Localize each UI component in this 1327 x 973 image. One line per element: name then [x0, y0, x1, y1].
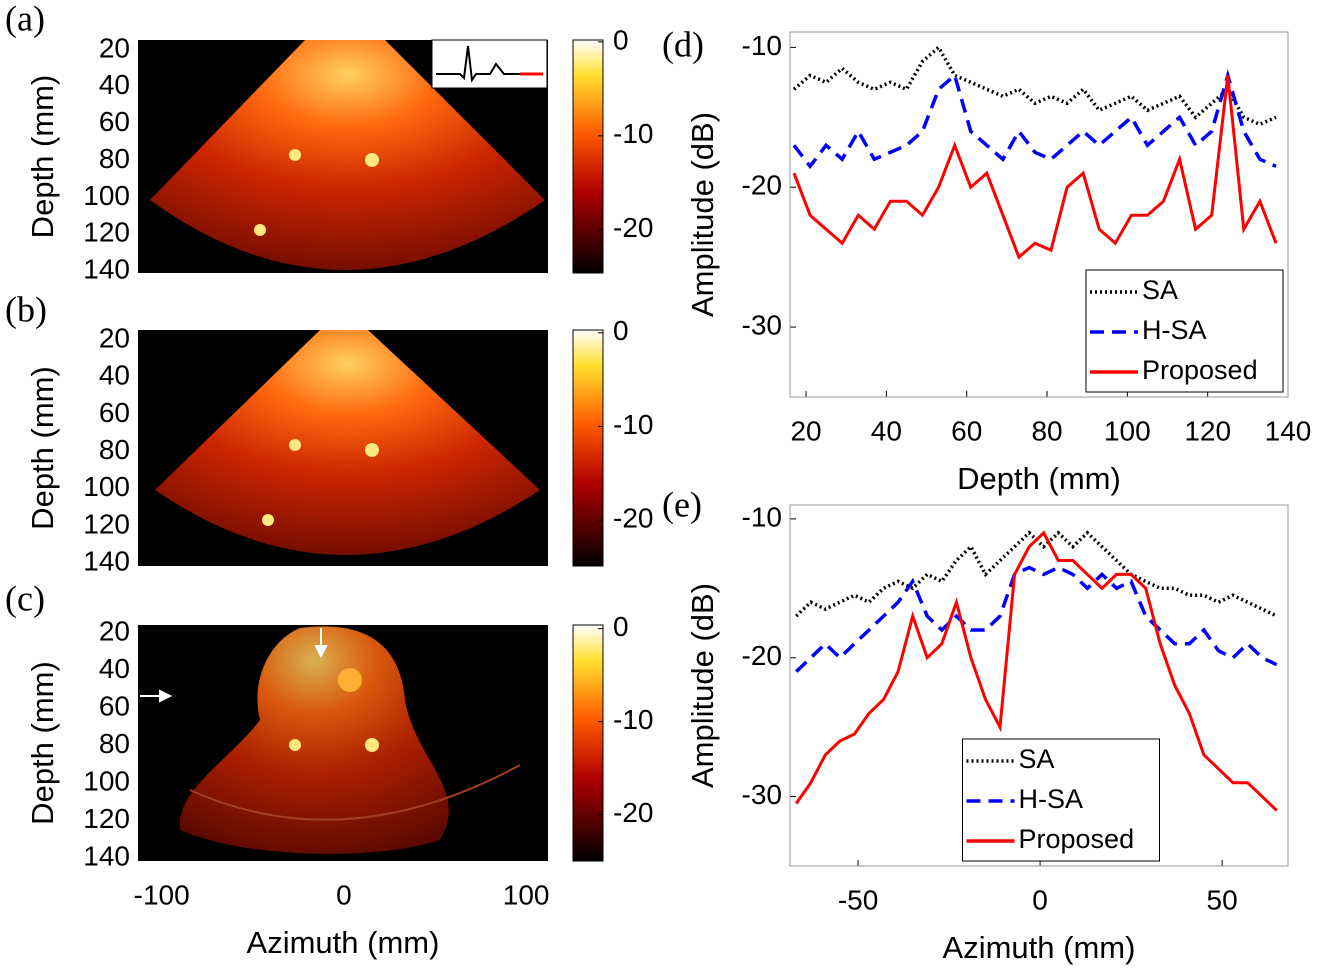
arrows	[140, 628, 328, 703]
colorbar	[572, 329, 604, 567]
y-tick-label: 60	[99, 690, 130, 721]
y-tick-label: 80	[99, 728, 130, 759]
y-tick-label: 100	[83, 471, 130, 502]
y-tick-label: 60	[99, 397, 130, 428]
y-tick-label: 40	[99, 360, 130, 391]
x-tick-label: -50	[838, 884, 878, 915]
y-tick-label: -20	[742, 170, 782, 201]
colorbar	[572, 624, 604, 862]
colorbar-tick-label: -20	[613, 212, 653, 243]
legend-label: Proposed	[1142, 355, 1258, 385]
colorbar-tick-label: 0	[613, 315, 629, 346]
line-series	[794, 530, 1278, 618]
y-axis-label: Depth (mm)	[25, 366, 60, 530]
panel-label: (a)	[5, 0, 45, 38]
y-tick-label: 20	[99, 615, 130, 646]
x-axis-label: Depth (mm)	[957, 461, 1121, 496]
line-series	[792, 69, 1277, 170]
y-tick-label: 140	[83, 840, 130, 871]
legend-label: SA	[1019, 744, 1055, 774]
line-series	[792, 75, 1278, 260]
panel-label: (e)	[662, 484, 702, 524]
y-tick-label: -10	[742, 501, 782, 532]
plot-frame	[789, 504, 1289, 867]
y-tick-label: 40	[99, 69, 130, 100]
y-tick-label: 100	[83, 180, 130, 211]
sector	[150, 40, 545, 270]
legend-label: H-SA	[1019, 784, 1084, 814]
x-tick-label: 0	[1032, 884, 1048, 915]
arc	[189, 764, 521, 821]
y-tick-label: 60	[99, 106, 130, 137]
y-axis-label: Amplitude (dB)	[685, 583, 720, 788]
y-tick-label: 120	[83, 803, 130, 834]
x-tick-label: 60	[951, 415, 982, 446]
y-tick-label: -20	[742, 640, 782, 671]
colorbar-tick-label: -10	[613, 409, 653, 440]
colorbar-tick-label: 0	[613, 611, 629, 642]
y-tick-label: 80	[99, 143, 130, 174]
line-series	[792, 44, 1277, 127]
x-axis-label: Azimuth (mm)	[943, 930, 1136, 965]
colorbar-tick-label: -10	[613, 704, 653, 735]
blob	[179, 626, 449, 854]
x-tick-label: 80	[1031, 415, 1062, 446]
y-tick-label: 140	[83, 545, 130, 576]
y-tick-label: 120	[83, 217, 130, 248]
sector	[155, 330, 540, 555]
x-tick-label: -100	[134, 879, 190, 910]
panel-label: (b)	[5, 289, 47, 329]
legend-label: SA	[1142, 275, 1178, 305]
y-tick-label: -10	[742, 30, 782, 61]
y-axis-label: Amplitude (dB)	[685, 112, 720, 317]
legend-label: H-SA	[1142, 315, 1207, 345]
x-tick-label: 0	[336, 879, 352, 910]
x-axis-label: Azimuth (mm)	[247, 925, 440, 960]
y-tick-label: 140	[83, 254, 130, 285]
colorbar-tick-label: -20	[613, 797, 653, 828]
x-tick-label: 50	[1207, 884, 1238, 915]
y-tick-label: -30	[742, 779, 782, 810]
panel-label: (d)	[662, 24, 704, 64]
colorbar-tick-label: -10	[613, 118, 653, 149]
y-tick-label: 80	[99, 434, 130, 465]
legend-label: Proposed	[1019, 824, 1135, 854]
colorbar-tick-label: 0	[613, 24, 629, 55]
panel-label: (c)	[5, 578, 45, 618]
x-tick-label: 20	[790, 415, 821, 446]
x-tick-label: 100	[1104, 415, 1151, 446]
y-tick-label: -30	[742, 309, 782, 340]
y-tick-label: 120	[83, 508, 130, 539]
x-tick-label: 100	[503, 879, 550, 910]
y-axis-label: Depth (mm)	[25, 75, 60, 239]
y-tick-label: 100	[83, 765, 130, 796]
x-tick-label: 120	[1184, 415, 1231, 446]
ecg-inset	[431, 39, 548, 89]
y-tick-label: 20	[99, 32, 130, 63]
hot-spots	[254, 149, 379, 752]
plot-frame	[789, 31, 1289, 398]
x-tick-label: 140	[1265, 415, 1312, 446]
colorbar	[572, 39, 604, 274]
image-panels	[138, 39, 604, 862]
y-axis-label: Depth (mm)	[25, 661, 60, 825]
y-tick-label: 40	[99, 653, 130, 684]
x-tick-label: 40	[871, 415, 902, 446]
line-series	[794, 530, 1278, 812]
y-tick-label: 20	[99, 322, 130, 353]
line-series	[794, 565, 1278, 673]
colorbar-tick-label: -20	[613, 503, 653, 534]
